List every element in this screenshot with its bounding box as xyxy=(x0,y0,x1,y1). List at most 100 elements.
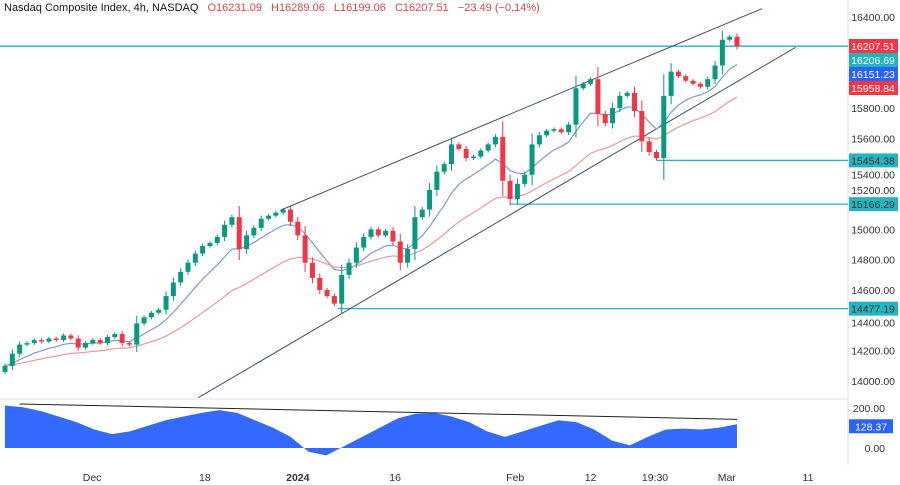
candle xyxy=(485,142,491,153)
candle-body xyxy=(119,333,125,344)
candle-body xyxy=(536,135,542,145)
candle-body xyxy=(39,340,45,342)
time-axis-label: 19:30 xyxy=(642,472,668,484)
level-label: 15454.38 xyxy=(851,155,895,167)
candle xyxy=(580,81,586,91)
candle-body xyxy=(258,218,264,228)
candle-body xyxy=(368,229,374,237)
indicator-tick-label: 200.00 xyxy=(853,403,885,415)
candle xyxy=(346,258,352,280)
candle-body xyxy=(192,253,198,263)
candle-body xyxy=(485,144,491,151)
indicator-area xyxy=(5,405,737,456)
candle xyxy=(522,171,528,188)
candle-body xyxy=(456,144,462,149)
candle-body xyxy=(566,124,572,133)
price-label: 16207.51 xyxy=(851,41,895,53)
candle-body xyxy=(551,129,557,131)
candle xyxy=(53,336,59,342)
candle xyxy=(507,174,513,206)
time-axis-label: 18 xyxy=(199,472,211,484)
candle-body xyxy=(346,262,352,275)
ohlc-high: H16289.06 xyxy=(271,2,325,14)
candle xyxy=(529,133,535,186)
candle xyxy=(24,341,30,347)
fast-ma-line xyxy=(4,63,738,367)
candle-body xyxy=(412,217,418,250)
candle xyxy=(449,137,455,172)
candle-body xyxy=(661,95,667,159)
candle-body xyxy=(97,340,103,344)
candle-body xyxy=(719,39,725,66)
candle xyxy=(83,341,89,350)
candle xyxy=(573,75,579,138)
candle xyxy=(536,132,542,148)
candle-body xyxy=(639,111,645,142)
candle xyxy=(134,315,140,353)
candle-body xyxy=(610,108,616,124)
price-label: 15958.84 xyxy=(851,83,895,95)
candle xyxy=(639,100,645,152)
candle xyxy=(375,227,381,238)
candle xyxy=(558,127,564,135)
candle-body xyxy=(324,290,330,297)
candle xyxy=(427,183,433,217)
candle-body xyxy=(361,236,367,248)
candle-body xyxy=(251,227,257,236)
candle-body xyxy=(214,236,220,243)
candle-body xyxy=(492,136,498,145)
channel-lower-line xyxy=(197,46,796,399)
candle-body xyxy=(668,71,674,96)
candle xyxy=(287,205,293,227)
candle xyxy=(302,225,308,273)
candle-body xyxy=(148,312,154,318)
candle-body xyxy=(229,217,235,225)
candle-body xyxy=(463,148,469,159)
candle xyxy=(368,226,374,240)
candle-body xyxy=(178,271,184,283)
candle-body xyxy=(61,335,67,341)
time-axis-label: Feb xyxy=(506,472,524,484)
candle-body xyxy=(441,164,447,172)
candle xyxy=(192,250,198,266)
candle-body xyxy=(104,337,110,344)
candle xyxy=(309,257,315,284)
time-axis-label: 11 xyxy=(803,472,814,484)
candle-body xyxy=(683,76,689,81)
candle-body xyxy=(595,79,601,115)
candle xyxy=(434,165,440,197)
candle-body xyxy=(573,88,579,125)
candle xyxy=(280,207,286,215)
time-axis-label: Mar xyxy=(718,472,737,484)
candle-body xyxy=(141,317,147,324)
candle-body xyxy=(170,282,176,297)
candle-body xyxy=(588,79,594,84)
candle xyxy=(353,242,359,269)
candle-body xyxy=(317,277,323,291)
level-label: 15166.29 xyxy=(851,199,895,211)
candle xyxy=(112,332,118,339)
time-axis-label: Dec xyxy=(83,472,102,484)
ohlc-low: L16199.06 xyxy=(333,2,386,14)
price-tick-label: 15000.00 xyxy=(851,224,895,236)
candle xyxy=(544,128,550,138)
candle-body xyxy=(449,144,455,165)
candle-body xyxy=(280,209,286,213)
candle-body xyxy=(624,92,630,96)
candle xyxy=(617,91,623,113)
candle xyxy=(126,341,132,347)
candle-body xyxy=(236,217,242,250)
candle xyxy=(492,134,498,148)
candle xyxy=(456,142,462,151)
candle xyxy=(500,121,506,197)
candle xyxy=(317,273,323,295)
candle xyxy=(266,213,272,221)
level-label: 14477.19 xyxy=(851,304,895,316)
candle-body xyxy=(646,141,652,152)
candle-body xyxy=(112,333,118,338)
candle-body xyxy=(617,95,623,109)
candle xyxy=(632,86,638,118)
candle-body xyxy=(83,343,89,348)
candle xyxy=(244,230,250,254)
